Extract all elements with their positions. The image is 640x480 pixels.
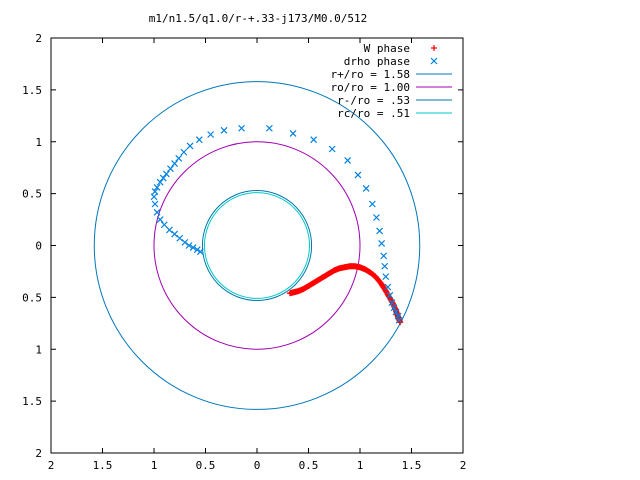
y-tick-label: 2 [35,32,42,45]
drho-phase-point [151,200,159,208]
y-tick-label: 1.5 [22,84,42,97]
drho-phase-point [176,234,184,242]
drho-phase-point [180,148,188,156]
drho-phase-point [386,291,394,299]
drho-phase-point [193,246,201,254]
drho-phase-point [394,312,402,320]
drho-phase-point [220,126,228,134]
drho-phase-point [150,193,158,201]
drho-phase-point [151,188,159,195]
y-tick-label: 1 [35,343,42,356]
x-tick-label: 0 [254,459,261,472]
drho-phase-point [344,157,352,164]
drho-phase-point [195,136,203,144]
drho-phase-point [310,136,318,144]
legend-label: r-/ro = .53 [337,94,410,107]
y-tick-label: 2 [35,447,42,460]
drho-phase-point [392,308,400,316]
x-tick-label: 2 [460,459,467,472]
drho-phase-point [390,304,398,312]
legend-label: drho phase [344,55,410,68]
drho-phase-point [186,142,194,150]
drho-phase-point [384,283,392,291]
y-tick-label: 0.5 [22,291,42,304]
y-tick-label: 1 [35,136,42,149]
drho-phase-point [238,124,245,132]
drho-phase-point [395,316,403,324]
drho-phase-point [185,242,193,249]
drho-phase-point [189,244,197,251]
legend-label: ro/ro = 1.00 [331,81,410,94]
x-tick-label: 1 [357,459,364,472]
drho-phase-point [265,124,273,132]
drho-phase-point [382,273,390,281]
drho-phase-point [328,145,336,153]
radius-circle [201,190,313,301]
drho-phase-point [289,130,297,137]
radius-circle [153,141,361,350]
radius-circles [93,81,421,410]
x-tick-label: 0.5 [196,459,216,472]
x-tick-labels: 2 1.5 1 0.5 0 0.5 1 1.5 2 [48,459,467,472]
x-tick-label: 0.5 [299,459,319,472]
radius-circle [203,192,311,299]
x-tick-label: 1 [151,459,158,472]
legend-label: rc/ro = .51 [337,107,410,120]
drho-phase-point [181,238,189,246]
w-phase-point [397,319,404,326]
drho-phase-point [166,226,173,234]
drho-phase-point [381,262,389,270]
y-tick-label: 0 [35,240,42,253]
legend-marker-sample [431,45,437,51]
drho-phase-point [196,248,204,256]
legend-label: W phase [364,42,410,55]
drho-phase-point [171,230,179,238]
drho-phase-point [156,216,164,223]
drho-phase-point [159,174,167,182]
chart-title: m1/n1.5/q1.0/r-+.33-j173/M0.0/512 [149,12,368,25]
drho-phase-point [175,154,183,162]
legend-marker-sample [430,57,438,65]
x-tick-label: 2 [48,459,55,472]
drho-phase-point [368,200,376,208]
drho-phase-point [373,214,380,221]
drho-phase-point [171,160,179,167]
drho-phase-point [380,252,388,260]
drho-phase-point [156,178,164,186]
drho-phase-point [160,221,168,229]
y-tick-labels: 2 1.5 1 0.5 0 0.5 1 1.5 2 [22,32,42,460]
x-tick-label: 1.5 [402,459,422,472]
drho-phase-point [376,227,383,235]
drho-phase-point [378,240,386,247]
y-tick-label: 1.5 [22,395,42,408]
drho-phase-point [153,208,161,216]
drho-phase-point [167,165,174,173]
radius-circle [93,81,421,410]
drho-phase-point [362,185,370,192]
drho-phase-point [162,170,170,178]
axis-ticks [50,37,464,454]
legend-label: r+/ro = 1.58 [331,68,410,81]
drho-phase-point [354,171,362,179]
y-tick-label: 0.5 [22,188,42,201]
x-tick-label: 1.5 [93,459,113,472]
phase-points [150,124,404,326]
drho-phase-point [207,131,215,138]
drho-phase-point [388,299,396,306]
drho-phase-point [153,183,161,191]
